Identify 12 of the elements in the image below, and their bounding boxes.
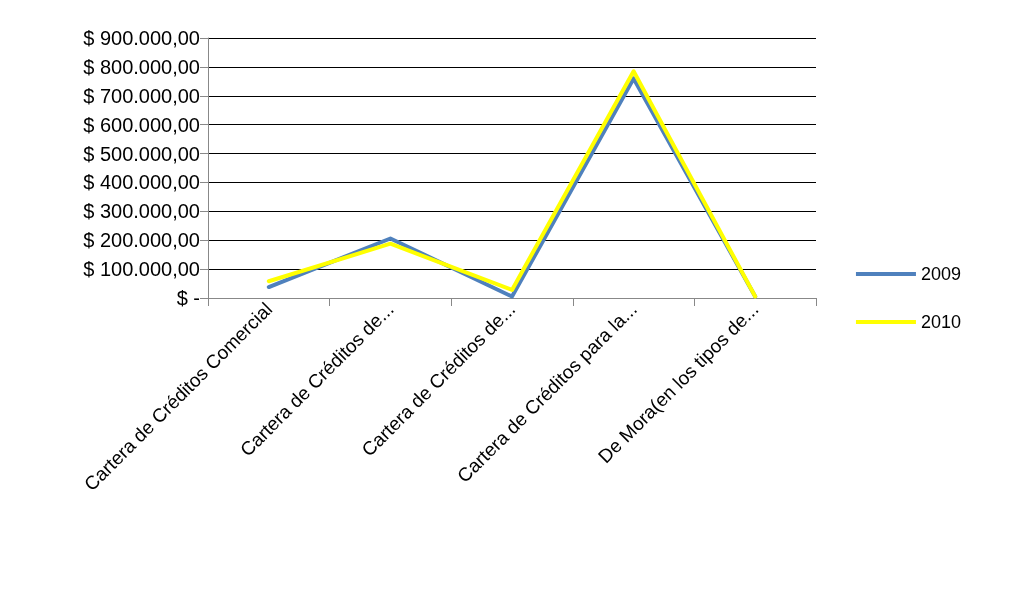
y-tick-label: $ 700.000,00	[83, 84, 200, 107]
y-tick-label: $ 200.000,00	[83, 229, 200, 252]
y-tick-label: $ 600.000,00	[83, 113, 200, 136]
y-tick-label: $ 500.000,00	[83, 142, 200, 165]
y-tick-label: $ 800.000,00	[83, 55, 200, 78]
y-tick-label: $ 900.000,00	[83, 27, 200, 49]
y-tick-label: $ -	[176, 287, 200, 309]
y-tick-label: $ 300.000,00	[83, 200, 200, 223]
legend-label: 2009	[920, 264, 961, 284]
y-tick-label: $ 400.000,00	[83, 171, 200, 194]
legend-label: 2010	[920, 312, 961, 332]
y-tick-label: $ 100.000,00	[83, 258, 200, 281]
